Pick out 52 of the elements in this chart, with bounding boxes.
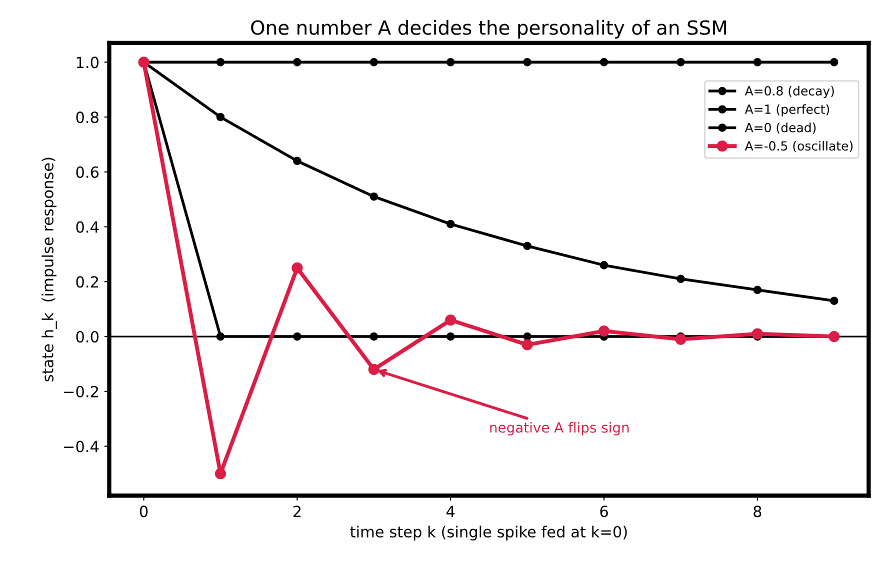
- point: [370, 58, 378, 66]
- point: [370, 332, 378, 341]
- point: [830, 296, 838, 306]
- x-tick-label: 6: [600, 506, 608, 518]
- legend-label: A=1 (perfect): [744, 104, 830, 116]
- point: [676, 274, 685, 284]
- y-tick-label: 0.6: [76, 166, 99, 178]
- x-tick-label: 8: [754, 506, 762, 518]
- point: [676, 58, 685, 66]
- point: [523, 58, 532, 66]
- x-tick-label: 2: [293, 506, 301, 517]
- point: [523, 242, 532, 250]
- point: [216, 332, 225, 341]
- y-tick-label: 0.8: [76, 112, 98, 124]
- x-tick-label: 4: [446, 506, 455, 517]
- y-axis-title: state h_k (impulse response): [42, 158, 57, 382]
- point: [523, 332, 532, 341]
- point: [675, 334, 686, 345]
- point: [446, 58, 455, 66]
- legend-label: A=0 (dead): [744, 122, 816, 134]
- point: [214, 468, 226, 480]
- point: [368, 364, 380, 375]
- point: [600, 261, 608, 270]
- point: [370, 192, 378, 201]
- y-tick-label: −0.4: [64, 440, 99, 452]
- point: [216, 58, 225, 66]
- point: [293, 58, 302, 66]
- x-axis-title: time step k (single spike fed at k=0): [350, 526, 627, 540]
- point: [522, 339, 533, 350]
- point: [598, 325, 610, 337]
- legend-label: A=-0.5 (oscillate): [744, 140, 853, 152]
- point: [445, 314, 456, 326]
- y-tick-label: −0.2: [64, 386, 98, 398]
- point: [830, 58, 838, 66]
- point: [293, 156, 302, 166]
- chart-title: One number A decides the personality of an SSM: [251, 20, 726, 39]
- point: [753, 286, 762, 294]
- y-tick-label: 1.0: [76, 56, 99, 68]
- point: [753, 58, 762, 66]
- y-tick-label: 0.0: [76, 330, 99, 343]
- x-tick-label: 0: [140, 506, 148, 518]
- point: [752, 328, 763, 340]
- point: [446, 332, 455, 341]
- y-tick-label: 0.2: [76, 276, 98, 288]
- point: [293, 332, 302, 341]
- point: [446, 220, 455, 228]
- point: [216, 112, 225, 122]
- legend-label: A=0.8 (decay): [744, 86, 834, 98]
- annotation: negative A flips sign: [490, 422, 629, 436]
- y-tick-label: 0.4: [76, 221, 99, 233]
- point: [600, 58, 608, 66]
- point: [292, 262, 303, 274]
